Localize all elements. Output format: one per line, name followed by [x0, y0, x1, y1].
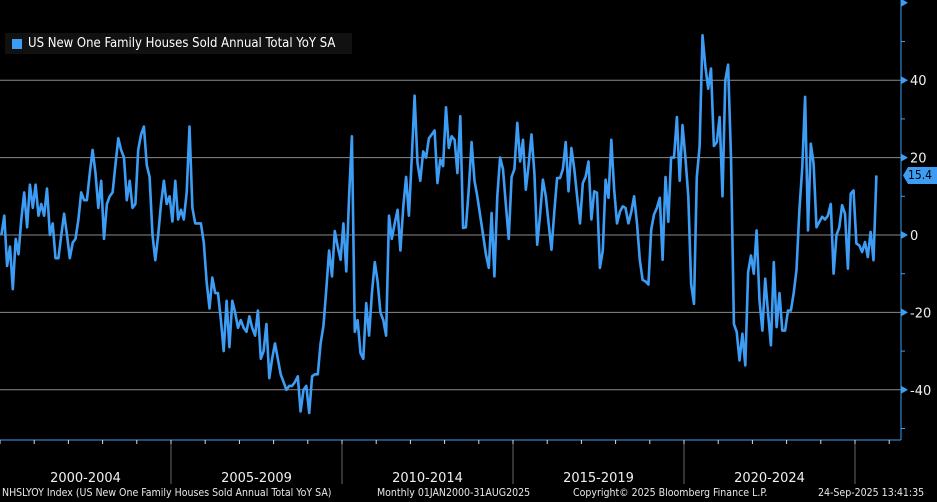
footer-timestamp: 24-Sep-2025 13:41:35	[818, 487, 925, 499]
last-value-label: 15.4	[903, 167, 937, 184]
y-tick-label: 20	[910, 152, 927, 167]
x-period-label: 2000-2004	[50, 471, 121, 486]
footer-ticker: NHSLYOY Index (US New One Family Houses …	[2, 487, 332, 499]
x-axis: 2000-2004 2005-2009 2010-2014 2015-2019 2020…	[0, 439, 901, 486]
y-tick-label: 0	[910, 229, 918, 244]
x-period-label: 2020-2024	[734, 471, 805, 486]
footer-range: Monthly 01JAN2000-31AUG2025	[377, 487, 531, 499]
y-tick-arrow	[901, 76, 908, 85]
y-tick-arrow	[901, 153, 908, 162]
legend: US New One Family Houses Sold Annual Tot…	[5, 33, 352, 54]
x-period-label: 2005-2009	[221, 471, 292, 486]
y-axis-arrow	[901, 0, 908, 7]
y-axis: -40 -20 0 20 40	[900, 0, 931, 440]
series-line	[0, 34, 878, 415]
y-tick-arrow	[901, 385, 908, 394]
y-tick-label: -40	[910, 384, 931, 399]
x-period-label: 2015-2019	[563, 471, 634, 486]
footer-copyright: Copyright© 2025 Bloomberg Finance L.P.	[573, 487, 768, 499]
y-tick-arrow	[901, 308, 908, 317]
y-tick-arrow	[901, 231, 908, 239]
legend-label: US New One Family Houses Sold Annual Tot…	[28, 36, 336, 51]
x-period-label: 2010-2014	[392, 471, 463, 486]
gridlines	[0, 79, 901, 391]
y-tick-label: -20	[910, 306, 931, 321]
legend-swatch	[12, 38, 22, 49]
y-tick-label: 40	[910, 74, 927, 89]
